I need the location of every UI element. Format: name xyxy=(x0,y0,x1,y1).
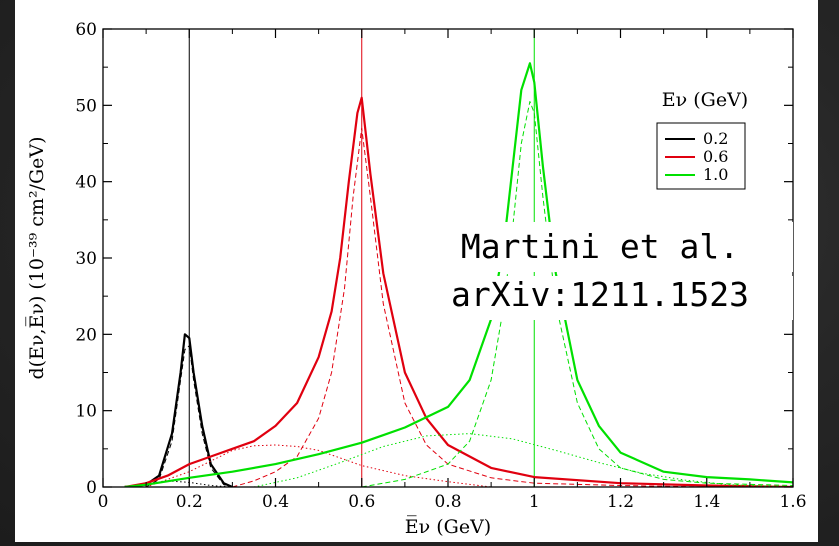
x-tick-label: 1 xyxy=(529,492,540,512)
annotation: Martini et al. arXiv:1211.1523 xyxy=(410,222,793,320)
series-line-0-2 xyxy=(124,333,233,487)
y-axis-title: d(Eν,E̅ν) (10⁻³⁹ cm²/GeV) xyxy=(26,136,48,379)
series-line-1-0-dashed xyxy=(361,101,793,487)
x-tick-label: 1.6 xyxy=(779,492,806,512)
legend-label-1.0: 1.0 xyxy=(703,165,728,184)
annotation-line-1: Martini et al. xyxy=(461,227,739,266)
figure-panel: 0 0.2 0.4 0.6 0.8 1 1.2 1.4 1.6 0 10 20 30 40 50 60 E̅… xyxy=(15,0,818,542)
x-tick-label: 1.2 xyxy=(607,492,634,512)
y-tick-label: 60 xyxy=(75,20,97,40)
series-line-1-0 xyxy=(124,62,793,487)
annotation-line-2: arXiv:1211.1523 xyxy=(451,275,749,314)
legend-title: Eν (GeV) xyxy=(662,89,748,111)
y-tick-label: 40 xyxy=(75,173,97,193)
x-tick-label: 0.8 xyxy=(434,492,461,512)
y-tick-label: 10 xyxy=(75,402,97,422)
legend-label-0.6: 0.6 xyxy=(703,147,728,166)
line-chart: 0 0.2 0.4 0.6 0.8 1 1.2 1.4 1.6 0 10 20 30 40 50 60 E̅… xyxy=(26,20,807,538)
series-line-0-6-dotted xyxy=(145,444,492,487)
y-tick-label: 30 xyxy=(75,249,97,269)
legend-label-0.2: 0.2 xyxy=(703,129,728,148)
x-tick-label: 0.2 xyxy=(176,492,203,512)
series-line-1-0-dotted xyxy=(253,433,793,487)
x-axis-title: E̅ν (GeV) xyxy=(405,516,491,538)
y-tick-label: 20 xyxy=(75,325,97,345)
y-tick-label: 50 xyxy=(75,96,97,116)
x-tick-label: 0.6 xyxy=(348,492,375,512)
legend: Eν (GeV) 0.20.61.0 xyxy=(656,89,748,190)
y-tick-label: 0 xyxy=(86,478,97,498)
x-tick-label: 1.4 xyxy=(693,492,720,512)
x-tick-label: 0.4 xyxy=(262,492,289,512)
series-line-0-6 xyxy=(124,96,793,487)
x-tick-label: 0 xyxy=(98,492,109,512)
